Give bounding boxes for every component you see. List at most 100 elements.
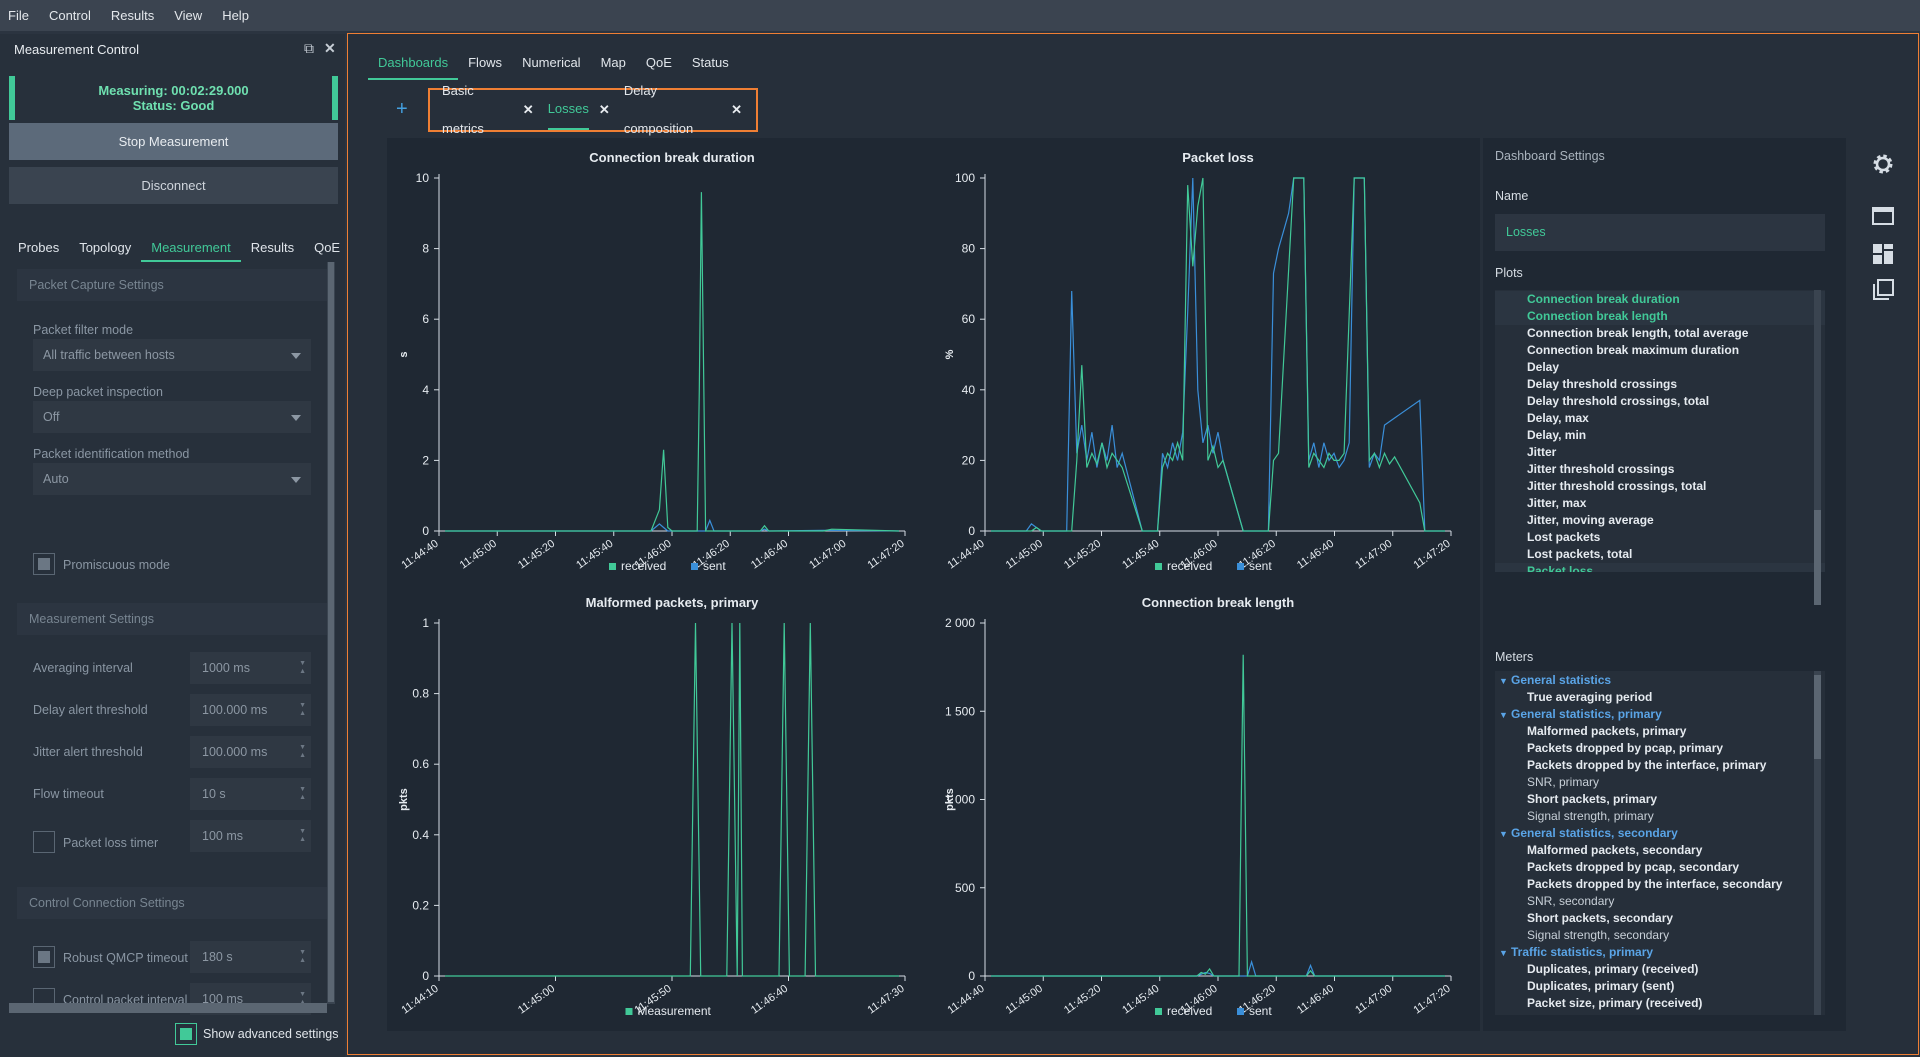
- robust-qmcp-checkbox[interactable]: [33, 946, 55, 968]
- robust-qmcp-input[interactable]: 180 s ▲ ▼: [190, 941, 311, 973]
- close-icon[interactable]: ✕: [324, 40, 336, 56]
- meter-list-item[interactable]: Malformed packets, secondary: [1527, 843, 1703, 857]
- meter-list-item[interactable]: Short packets, primary: [1527, 792, 1658, 806]
- tab-probes[interactable]: Probes: [18, 240, 60, 255]
- gear-icon[interactable]: [1871, 152, 1895, 176]
- dashboard-tab-losses[interactable]: Losses: [547, 90, 589, 130]
- meter-list-item[interactable]: Packets dropped by pcap, secondary: [1527, 860, 1740, 874]
- meter-group[interactable]: ▼ General statistics, secondary: [1495, 825, 1825, 842]
- promiscuous-checkbox[interactable]: [33, 553, 55, 575]
- plots-scrollbar[interactable]: [1814, 510, 1821, 605]
- spin-up-icon[interactable]: ▲: [299, 987, 306, 1019]
- close-icon[interactable]: ✕: [731, 102, 742, 117]
- menu-help[interactable]: Help: [222, 8, 249, 23]
- tab-qoe[interactable]: QoE: [645, 55, 672, 70]
- copy-icon[interactable]: [1871, 278, 1895, 302]
- stop-measurement-button[interactable]: Stop Measurement: [9, 123, 338, 160]
- plot-list-item[interactable]: Delay, min: [1527, 428, 1587, 442]
- advanced-settings-checkbox[interactable]: [175, 1023, 197, 1045]
- plot-list-item[interactable]: Delay threshold crossings, total: [1527, 394, 1710, 408]
- plot-list-item[interactable]: Jitter threshold crossings, total: [1527, 479, 1707, 493]
- meter-group[interactable]: ▼ Traffic statistics, primary: [1495, 944, 1825, 961]
- spin-down-icon[interactable]: ▼: [299, 744, 306, 751]
- horizontal-scrollbar[interactable]: [9, 1003, 327, 1013]
- plot-list-item[interactable]: Lost packets: [1527, 530, 1601, 544]
- plots-scrollbar-track[interactable]: [1814, 290, 1821, 572]
- menu-results[interactable]: Results: [110, 8, 155, 23]
- spin-up-icon[interactable]: ▲: [299, 752, 306, 759]
- expand-arrow-icon[interactable]: ▼: [1499, 710, 1508, 720]
- pid-select[interactable]: Auto: [33, 463, 311, 495]
- plot-list-item[interactable]: Delay, max: [1527, 411, 1589, 425]
- menu-file[interactable]: File: [8, 8, 29, 23]
- meters-scrollbar-track[interactable]: [1814, 671, 1821, 1015]
- add-dashboard-icon[interactable]: +: [396, 98, 408, 120]
- plot-list-item[interactable]: Lost packets, total: [1527, 547, 1633, 561]
- tab-numerical[interactable]: Numerical: [522, 55, 581, 70]
- meter-list-item[interactable]: SNR, primary: [1527, 775, 1600, 789]
- plot-list-item[interactable]: Connection break duration: [1495, 291, 1825, 308]
- plot-list-item[interactable]: Connection break maximum duration: [1527, 343, 1740, 357]
- plot-list-item[interactable]: Packet loss: [1495, 563, 1825, 572]
- plot-list-item[interactable]: Jitter: [1527, 445, 1557, 459]
- dashboard-name-input[interactable]: Losses: [1495, 214, 1825, 251]
- jitter-threshold-input[interactable]: 100.000 ms ▲ ▼: [190, 736, 311, 768]
- plot-list-item[interactable]: Delay: [1527, 360, 1560, 374]
- plot-list-item[interactable]: Connection break length, total average: [1527, 326, 1749, 340]
- delay-threshold-input[interactable]: 100.000 ms ▲ ▼: [190, 694, 311, 726]
- meter-list-item[interactable]: Duplicates, primary (sent): [1527, 979, 1675, 993]
- spin-up-icon[interactable]: ▲: [299, 836, 306, 843]
- plot-list-item[interactable]: Jitter, max: [1527, 496, 1587, 510]
- packet-loss-timer-checkbox[interactable]: [33, 831, 55, 853]
- expand-arrow-icon[interactable]: ▼: [1499, 676, 1508, 686]
- meter-group[interactable]: ▼ General statistics, primary: [1495, 706, 1825, 723]
- meter-list-item[interactable]: SNR, secondary: [1527, 894, 1615, 908]
- menu-view[interactable]: View: [174, 8, 203, 23]
- tab-results[interactable]: Results: [250, 240, 295, 255]
- meter-list-item[interactable]: Duplicates, primary (received): [1527, 962, 1699, 976]
- meter-list-item[interactable]: Packets dropped by the interface, second…: [1527, 877, 1783, 891]
- meter-list-item[interactable]: Packets dropped by pcap, primary: [1527, 741, 1724, 755]
- packet-loss-timer-input[interactable]: 100 ms ▲ ▼: [190, 820, 311, 852]
- meter-list-item[interactable]: True averaging period: [1527, 690, 1653, 704]
- meter-list-item[interactable]: Packet size, primary (received): [1527, 996, 1703, 1010]
- spin-up-icon[interactable]: ▲: [299, 794, 306, 801]
- tab-qoe[interactable]: QoE: [314, 240, 341, 255]
- dashboard-tab-delay[interactable]: Delay composition: [623, 83, 694, 136]
- tab-map[interactable]: Map: [600, 55, 626, 70]
- spin-down-icon[interactable]: ▼: [299, 786, 306, 793]
- disconnect-button[interactable]: Disconnect: [9, 167, 338, 204]
- undock-icon[interactable]: ⧉: [304, 40, 314, 56]
- dashboard-icon[interactable]: [1871, 242, 1895, 266]
- plot-list-item[interactable]: Delay threshold crossings: [1527, 377, 1678, 391]
- tab-dashboards[interactable]: Dashboards: [368, 48, 459, 80]
- vertical-scrollbar[interactable]: [327, 262, 335, 1004]
- dpi-select[interactable]: Off: [33, 401, 311, 433]
- meter-list-item[interactable]: Packets dropped by the interface, primar…: [1527, 758, 1767, 772]
- plot-list-item[interactable]: Jitter threshold crossings: [1527, 462, 1675, 476]
- close-icon[interactable]: ✕: [522, 102, 534, 117]
- meter-list-item[interactable]: Signal strength, secondary: [1527, 928, 1670, 942]
- meter-list-item[interactable]: Malformed packets, primary: [1527, 724, 1687, 738]
- expand-arrow-icon[interactable]: ▼: [1499, 948, 1508, 958]
- averaging-input[interactable]: 1000 ms ▲ ▼: [190, 652, 311, 684]
- close-icon[interactable]: ✕: [598, 102, 610, 117]
- spin-up-icon[interactable]: ▲: [299, 710, 306, 717]
- meter-group[interactable]: ▼ General statistics: [1495, 672, 1825, 689]
- tab-measurement[interactable]: Measurement: [141, 234, 241, 262]
- spin-down-icon[interactable]: ▼: [299, 949, 306, 956]
- tab-topology[interactable]: Topology: [79, 240, 132, 255]
- tab-status[interactable]: Status: [691, 55, 729, 70]
- spin-down-icon[interactable]: ▼: [299, 828, 306, 835]
- spin-up-icon[interactable]: ▲: [299, 957, 306, 964]
- expand-arrow-icon[interactable]: ▼: [1499, 829, 1508, 839]
- packet-filter-select[interactable]: All traffic between hosts: [33, 339, 311, 371]
- spin-down-icon[interactable]: ▼: [299, 660, 306, 667]
- meters-scrollbar[interactable]: [1814, 675, 1821, 759]
- tab-flows[interactable]: Flows: [468, 55, 503, 70]
- plot-list-item[interactable]: Jitter, moving average: [1527, 513, 1654, 527]
- menu-control[interactable]: Control: [48, 8, 91, 23]
- spin-down-icon[interactable]: ▼: [299, 702, 306, 709]
- window-icon[interactable]: [1871, 204, 1895, 228]
- spin-down-icon[interactable]: ▼: [299, 991, 306, 998]
